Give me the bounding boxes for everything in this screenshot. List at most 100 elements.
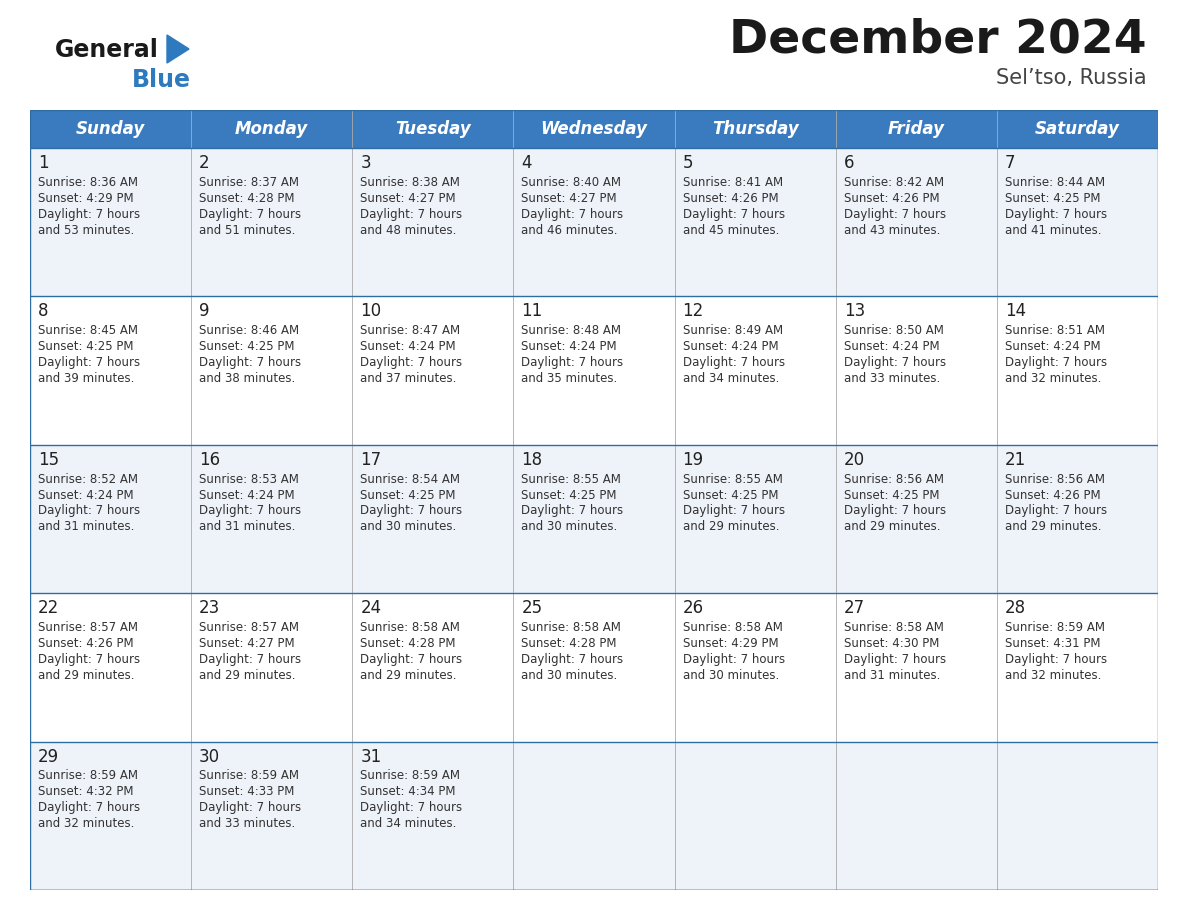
Text: Daylight: 7 hours: Daylight: 7 hours [200, 505, 302, 518]
Text: and 29 minutes.: and 29 minutes. [1005, 521, 1101, 533]
Text: Daylight: 7 hours: Daylight: 7 hours [38, 801, 140, 814]
Text: Daylight: 7 hours: Daylight: 7 hours [38, 505, 140, 518]
Text: 13: 13 [843, 302, 865, 320]
Text: Daylight: 7 hours: Daylight: 7 hours [1005, 653, 1107, 666]
Text: Daylight: 7 hours: Daylight: 7 hours [200, 356, 302, 369]
Text: 15: 15 [38, 451, 59, 469]
Text: and 31 minutes.: and 31 minutes. [843, 669, 940, 682]
Text: 19: 19 [683, 451, 703, 469]
Text: and 33 minutes.: and 33 minutes. [843, 372, 940, 385]
Text: and 34 minutes.: and 34 minutes. [360, 817, 456, 830]
Text: Sunrise: 8:58 AM: Sunrise: 8:58 AM [360, 621, 460, 634]
Text: Sunday: Sunday [76, 120, 145, 138]
Text: Sunset: 4:25 PM: Sunset: 4:25 PM [522, 488, 617, 501]
Text: Sunrise: 8:59 AM: Sunrise: 8:59 AM [1005, 621, 1105, 634]
Text: Sunrise: 8:48 AM: Sunrise: 8:48 AM [522, 324, 621, 337]
Text: Sunset: 4:25 PM: Sunset: 4:25 PM [1005, 192, 1100, 205]
Text: Sunset: 4:25 PM: Sunset: 4:25 PM [683, 488, 778, 501]
Text: Sunset: 4:27 PM: Sunset: 4:27 PM [200, 637, 295, 650]
Text: Sunset: 4:32 PM: Sunset: 4:32 PM [38, 785, 133, 799]
Text: Sunset: 4:26 PM: Sunset: 4:26 PM [843, 192, 940, 205]
Text: Sunrise: 8:58 AM: Sunrise: 8:58 AM [683, 621, 783, 634]
Text: Daylight: 7 hours: Daylight: 7 hours [843, 356, 946, 369]
Text: Daylight: 7 hours: Daylight: 7 hours [522, 505, 624, 518]
Text: Daylight: 7 hours: Daylight: 7 hours [1005, 356, 1107, 369]
Text: and 37 minutes.: and 37 minutes. [360, 372, 456, 385]
Text: 7: 7 [1005, 154, 1016, 172]
Text: and 35 minutes.: and 35 minutes. [522, 372, 618, 385]
Text: Sunrise: 8:54 AM: Sunrise: 8:54 AM [360, 473, 460, 486]
Text: 29: 29 [38, 747, 59, 766]
Text: Sunset: 4:24 PM: Sunset: 4:24 PM [360, 340, 456, 353]
Text: Sunrise: 8:52 AM: Sunrise: 8:52 AM [38, 473, 138, 486]
Text: 2: 2 [200, 154, 210, 172]
Text: December 2024: December 2024 [728, 17, 1146, 62]
Text: Sunset: 4:24 PM: Sunset: 4:24 PM [38, 488, 133, 501]
Text: Sunset: 4:28 PM: Sunset: 4:28 PM [360, 637, 456, 650]
Bar [30, 110, 1158, 148]
Text: Daylight: 7 hours: Daylight: 7 hours [360, 207, 462, 220]
Text: and 30 minutes.: and 30 minutes. [522, 521, 618, 533]
Text: Sunrise: 8:45 AM: Sunrise: 8:45 AM [38, 324, 138, 337]
Text: Sunrise: 8:53 AM: Sunrise: 8:53 AM [200, 473, 299, 486]
Text: 27: 27 [843, 599, 865, 617]
Text: and 43 minutes.: and 43 minutes. [843, 224, 940, 237]
Text: Sunrise: 8:41 AM: Sunrise: 8:41 AM [683, 175, 783, 189]
Text: Sunset: 4:25 PM: Sunset: 4:25 PM [843, 488, 940, 501]
Text: Daylight: 7 hours: Daylight: 7 hours [360, 653, 462, 666]
Text: and 48 minutes.: and 48 minutes. [360, 224, 456, 237]
Text: and 29 minutes.: and 29 minutes. [200, 669, 296, 682]
Text: and 30 minutes.: and 30 minutes. [522, 669, 618, 682]
Text: Sunset: 4:24 PM: Sunset: 4:24 PM [843, 340, 940, 353]
Text: Sunrise: 8:46 AM: Sunrise: 8:46 AM [200, 324, 299, 337]
Text: and 29 minutes.: and 29 minutes. [843, 521, 940, 533]
Text: Sunset: 4:29 PM: Sunset: 4:29 PM [38, 192, 133, 205]
Text: Sunset: 4:34 PM: Sunset: 4:34 PM [360, 785, 456, 799]
Text: 9: 9 [200, 302, 209, 320]
Text: 5: 5 [683, 154, 693, 172]
Text: and 29 minutes.: and 29 minutes. [683, 521, 779, 533]
Text: Sunrise: 8:51 AM: Sunrise: 8:51 AM [1005, 324, 1105, 337]
Bar [30, 297, 1158, 445]
Bar [30, 148, 1158, 297]
Text: 18: 18 [522, 451, 543, 469]
Text: 30: 30 [200, 747, 220, 766]
Text: and 32 minutes.: and 32 minutes. [1005, 372, 1101, 385]
Text: Thursday: Thursday [712, 120, 798, 138]
Text: Sunset: 4:24 PM: Sunset: 4:24 PM [1005, 340, 1100, 353]
Text: Daylight: 7 hours: Daylight: 7 hours [683, 356, 785, 369]
Text: and 41 minutes.: and 41 minutes. [1005, 224, 1101, 237]
Text: 1: 1 [38, 154, 49, 172]
Text: Daylight: 7 hours: Daylight: 7 hours [38, 653, 140, 666]
Text: Sunset: 4:25 PM: Sunset: 4:25 PM [38, 340, 133, 353]
Bar [30, 445, 1158, 593]
Text: Daylight: 7 hours: Daylight: 7 hours [522, 653, 624, 666]
Text: 8: 8 [38, 302, 49, 320]
Text: Daylight: 7 hours: Daylight: 7 hours [1005, 505, 1107, 518]
Text: 20: 20 [843, 451, 865, 469]
Text: and 46 minutes.: and 46 minutes. [522, 224, 618, 237]
Text: Sunrise: 8:55 AM: Sunrise: 8:55 AM [683, 473, 783, 486]
Text: Saturday: Saturday [1035, 120, 1120, 138]
Text: Sunset: 4:28 PM: Sunset: 4:28 PM [522, 637, 617, 650]
Text: Sunset: 4:24 PM: Sunset: 4:24 PM [683, 340, 778, 353]
Text: Sunset: 4:24 PM: Sunset: 4:24 PM [200, 488, 295, 501]
Text: Sunrise: 8:57 AM: Sunrise: 8:57 AM [200, 621, 299, 634]
Text: and 29 minutes.: and 29 minutes. [38, 669, 134, 682]
Text: Daylight: 7 hours: Daylight: 7 hours [843, 505, 946, 518]
Text: Sunset: 4:31 PM: Sunset: 4:31 PM [1005, 637, 1100, 650]
Text: 14: 14 [1005, 302, 1026, 320]
Text: Friday: Friday [887, 120, 944, 138]
Text: Daylight: 7 hours: Daylight: 7 hours [683, 207, 785, 220]
Text: 22: 22 [38, 599, 59, 617]
Text: 11: 11 [522, 302, 543, 320]
Text: Sunrise: 8:59 AM: Sunrise: 8:59 AM [38, 769, 138, 782]
Text: Daylight: 7 hours: Daylight: 7 hours [683, 505, 785, 518]
Text: Sunset: 4:27 PM: Sunset: 4:27 PM [522, 192, 617, 205]
Text: 24: 24 [360, 599, 381, 617]
Text: 6: 6 [843, 154, 854, 172]
Text: and 32 minutes.: and 32 minutes. [1005, 669, 1101, 682]
Text: 10: 10 [360, 302, 381, 320]
Text: Sunrise: 8:59 AM: Sunrise: 8:59 AM [200, 769, 299, 782]
Text: Sunrise: 8:37 AM: Sunrise: 8:37 AM [200, 175, 299, 189]
